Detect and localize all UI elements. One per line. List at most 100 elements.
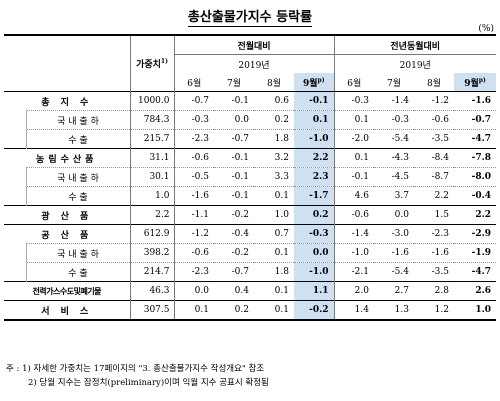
weight-cell: 214.7: [129, 262, 175, 282]
footnote-2: 2) 당월 지수는 잠정치(preliminary)이며 익월 지수 공표시 확…: [28, 378, 269, 388]
weight-cell: 398.2: [129, 243, 175, 263]
yoy-value-cell: -0.3: [374, 110, 414, 130]
yoy-value-cell: -8.0: [454, 167, 496, 187]
yoy-month-3: 8월: [414, 73, 454, 92]
mom-value-cell: -1.0: [294, 262, 334, 282]
yoy-value-cell: 0.0: [394, 210, 409, 220]
yoy-value-cell: -1.6: [471, 96, 491, 106]
mom-value-cell: 0.1: [254, 300, 294, 321]
mom-value-cell: -1.6: [174, 186, 214, 206]
mom-value-cell: -0.5: [174, 167, 214, 187]
yoy-year: 2019년: [333, 54, 496, 73]
row-label: 국 내 출 하: [25, 243, 130, 263]
table-row: 국 내 출 하 784.3 -0.3 0.0 0.2 0.1 0.1 -0.3 -0.6 -0.7: [4, 110, 496, 130]
table-row: 총 지 수 1000.0 -0.7 -0.1 0.6 -0.1 -0.3 -1.4 -1.2 -1…: [4, 91, 496, 111]
mom-value-cell: -0.3: [174, 110, 214, 130]
mom-value-cell: -0.6: [191, 153, 209, 163]
table-row: 국 내 출 하 30.1 -0.5 -0.1 3.3 2.3 -0.1 -4.5 -8.7 -8.…: [4, 167, 496, 187]
index-table: 가중치1) 전월대비 전년동월대비 2019년 2019년 6월 7월 8월 9월p)…: [4, 34, 496, 321]
mom-value-cell: -1.0: [294, 129, 334, 149]
yoy-value-cell: -4.3: [391, 153, 409, 163]
yoy-value-cell: 1.3: [374, 300, 414, 321]
yoy-value-cell: -2.9: [471, 229, 491, 239]
yoy-header: 전년동월대비: [333, 34, 496, 55]
mom-value-cell: -0.2: [231, 210, 249, 220]
table-row: 수 출 214.7 -2.3 -0.7 1.8 -1.0 -2.1 -5.4 -3.5 -4.7: [4, 262, 496, 282]
mom-month-1: 6월: [174, 73, 214, 92]
yoy-value-cell: 2.2: [414, 186, 454, 206]
mom-value-cell: -0.6: [174, 243, 214, 263]
yoy-value-cell: -3.5: [414, 262, 454, 282]
mom-value-cell: 0.1: [274, 286, 289, 296]
row-label: 총 지 수: [41, 97, 93, 108]
yoy-value-cell: 2.6: [475, 286, 491, 296]
table-row: 전력가스수도및폐기물 46.3 0.0 0.4 0.1 1.1 2.0 2.7 2.8 2.6: [4, 281, 496, 301]
yoy-value-cell: 2.0: [333, 281, 374, 301]
yoy-value-cell: 1.5: [434, 210, 449, 220]
mom-value-cell: 1.8: [254, 129, 294, 149]
row-label: 수 출: [25, 129, 130, 149]
weight-cell: 1.0: [129, 186, 175, 206]
mom-value-cell: 0.1: [294, 110, 334, 130]
yoy-value-cell: -0.6: [414, 110, 454, 130]
yoy-value-cell: -4.7: [454, 262, 496, 282]
row-label: 광 산 품: [41, 211, 93, 222]
weight-header: 가중치1): [129, 34, 175, 92]
mom-value-cell: -0.7: [191, 96, 209, 106]
mom-value-cell: -0.1: [294, 91, 334, 111]
yoy-value-cell: -5.4: [374, 129, 414, 149]
yoy-value-cell: -0.4: [454, 186, 496, 206]
mom-value-cell: -2.3: [174, 129, 214, 149]
weight-cell: 1000.0: [129, 91, 175, 111]
weight-cell: 2.2: [129, 205, 175, 225]
weight-cell: 215.7: [129, 129, 175, 149]
weight-cell: 307.5: [129, 300, 175, 321]
yoy-value-cell: -1.4: [333, 224, 374, 244]
mom-value-cell: -0.3: [294, 224, 334, 244]
yoy-month-2: 7월: [374, 73, 414, 92]
unit-label: (%): [478, 24, 494, 34]
yoy-value-cell: -3.0: [391, 229, 409, 239]
mom-value-cell: 0.0: [294, 243, 334, 263]
mom-value-cell: 0.2: [214, 300, 254, 321]
row-label: 국 내 출 하: [25, 167, 130, 187]
table-row: 광 산 품 2.2 -1.1 -0.2 1.0 0.2 -0.6 0.0 1.5 2.2: [4, 205, 496, 225]
yoy-value-cell: -1.2: [431, 96, 449, 106]
table-row: 서 비 스 307.5 0.1 0.2 0.1 -0.2 1.4 1.3 1.2 1.0: [4, 300, 496, 321]
yoy-value-cell: 4.6: [333, 186, 374, 206]
yoy-value-cell: -1.0: [333, 243, 374, 263]
mom-value-cell: 0.2: [294, 205, 334, 225]
indent-cell: [4, 187, 26, 206]
indent-cell: [4, 244, 26, 263]
yoy-value-cell: 0.1: [333, 110, 374, 130]
mom-value-cell: 1.8: [254, 262, 294, 282]
mom-value-cell: 0.0: [214, 110, 254, 130]
indent-cell: [4, 111, 26, 130]
mom-value-cell: 0.1: [254, 186, 294, 206]
mom-value-cell: 3.2: [274, 153, 289, 163]
mom-value-cell: 0.6: [274, 96, 289, 106]
mom-value-cell: 0.1: [174, 300, 214, 321]
footnotes: 주 : 1) 자세한 가중치는 17페이지의 "3. 총산출물가지수 작성개요"…: [6, 362, 269, 390]
mom-value-cell: 0.2: [254, 110, 294, 130]
mom-value-cell: 2.3: [294, 167, 334, 187]
yoy-value-cell: -0.3: [333, 91, 374, 111]
mom-value-cell: -1.2: [191, 229, 209, 239]
footnote-1: 주 : 1) 자세한 가중치는 17페이지의 "3. 총산출물가지수 작성개요"…: [6, 364, 265, 374]
weight-cell: 784.3: [129, 110, 175, 130]
header-row-year: 2019년 2019년: [4, 54, 496, 73]
mom-header: 전월대비: [174, 34, 334, 55]
yoy-value-cell: -1.6: [414, 243, 454, 263]
yoy-value-cell: -2.1: [333, 262, 374, 282]
table-body: 총 지 수 1000.0 -0.7 -0.1 0.6 -0.1 -0.3 -1.4 -1.2 -1…: [4, 91, 496, 321]
mom-value-cell: 0.1: [254, 243, 294, 263]
mom-value-cell: -0.2: [294, 300, 334, 321]
row-label: 농림수산품: [36, 154, 98, 165]
mom-value-cell: -0.7: [214, 262, 254, 282]
yoy-value-cell: -5.4: [374, 262, 414, 282]
indent-cell: [4, 130, 26, 149]
mom-value-cell: -1.1: [191, 210, 209, 220]
yoy-value-cell: -1.9: [454, 243, 496, 263]
header-row-group: 가중치1) 전월대비 전년동월대비: [4, 34, 496, 92]
yoy-value-cell: -0.6: [333, 205, 374, 225]
